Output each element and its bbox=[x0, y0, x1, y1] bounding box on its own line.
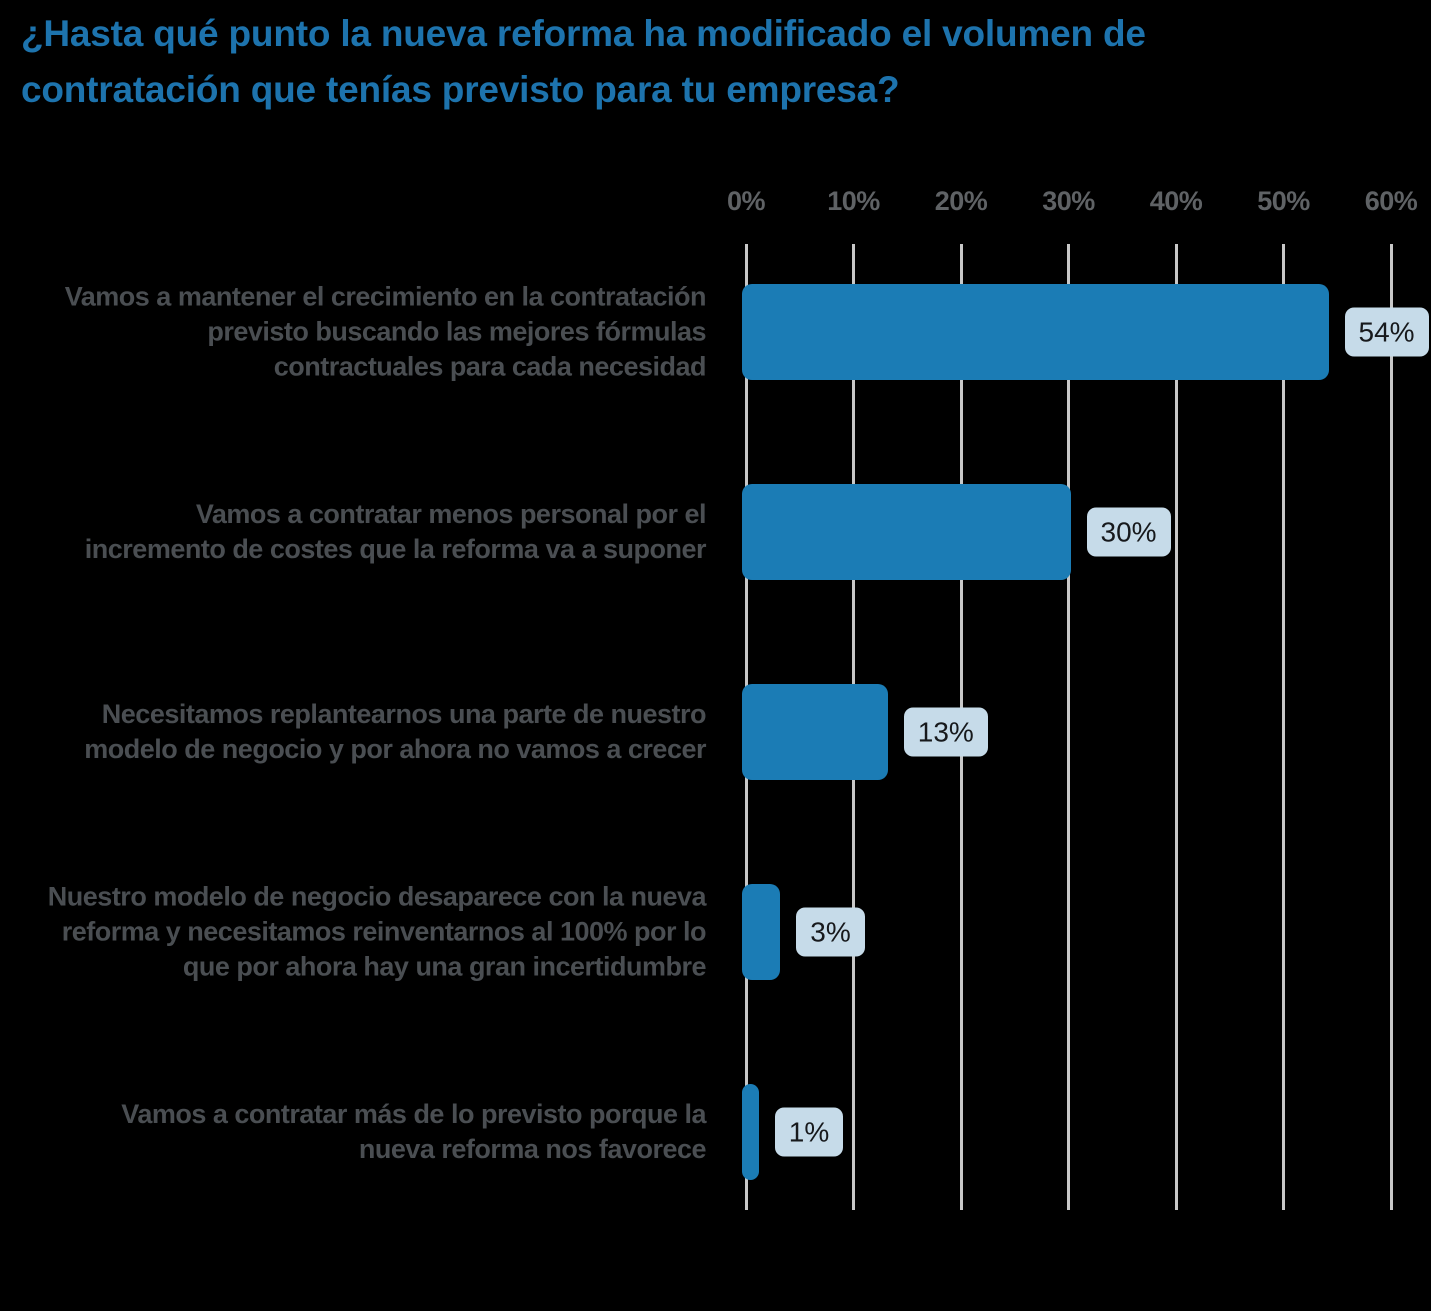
x-tick-label: 40% bbox=[1149, 186, 1203, 216]
x-tick-label: 10% bbox=[827, 186, 880, 216]
gridline bbox=[1389, 244, 1393, 1210]
bar bbox=[742, 684, 888, 780]
chart-title: ¿Hasta qué punto la nueva reforma ha mod… bbox=[21, 13, 1146, 110]
gridline bbox=[1282, 244, 1285, 1210]
x-tick-label: 60% bbox=[1364, 186, 1418, 216]
bar bbox=[742, 884, 781, 980]
category-label: Vamos a mantener el crecimiento en la co… bbox=[64, 281, 707, 382]
value-label: 54% bbox=[1344, 307, 1429, 357]
category-label: Vamos a contratar menos personal por el … bbox=[84, 499, 707, 564]
x-tick-label: 50% bbox=[1257, 186, 1310, 216]
x-tick-label: 0% bbox=[726, 186, 766, 216]
value-label: 13% bbox=[903, 707, 988, 757]
gridline bbox=[1174, 244, 1178, 1210]
bar bbox=[742, 1084, 759, 1180]
x-tick-label: 30% bbox=[1042, 186, 1095, 216]
gridline bbox=[1067, 244, 1070, 1210]
value-label: 1% bbox=[774, 1107, 844, 1157]
x-tick-label: 20% bbox=[934, 186, 988, 216]
bar bbox=[742, 284, 1329, 380]
category-label: Necesitamos replantearnos una parte de n… bbox=[84, 699, 706, 764]
value-label: 3% bbox=[796, 907, 865, 957]
value-label: 30% bbox=[1086, 507, 1171, 557]
category-label: Vamos a contratar más de lo previsto por… bbox=[121, 1099, 706, 1164]
bar bbox=[742, 484, 1071, 580]
category-label: Nuestro modelo de negocio desaparece con… bbox=[47, 881, 707, 982]
